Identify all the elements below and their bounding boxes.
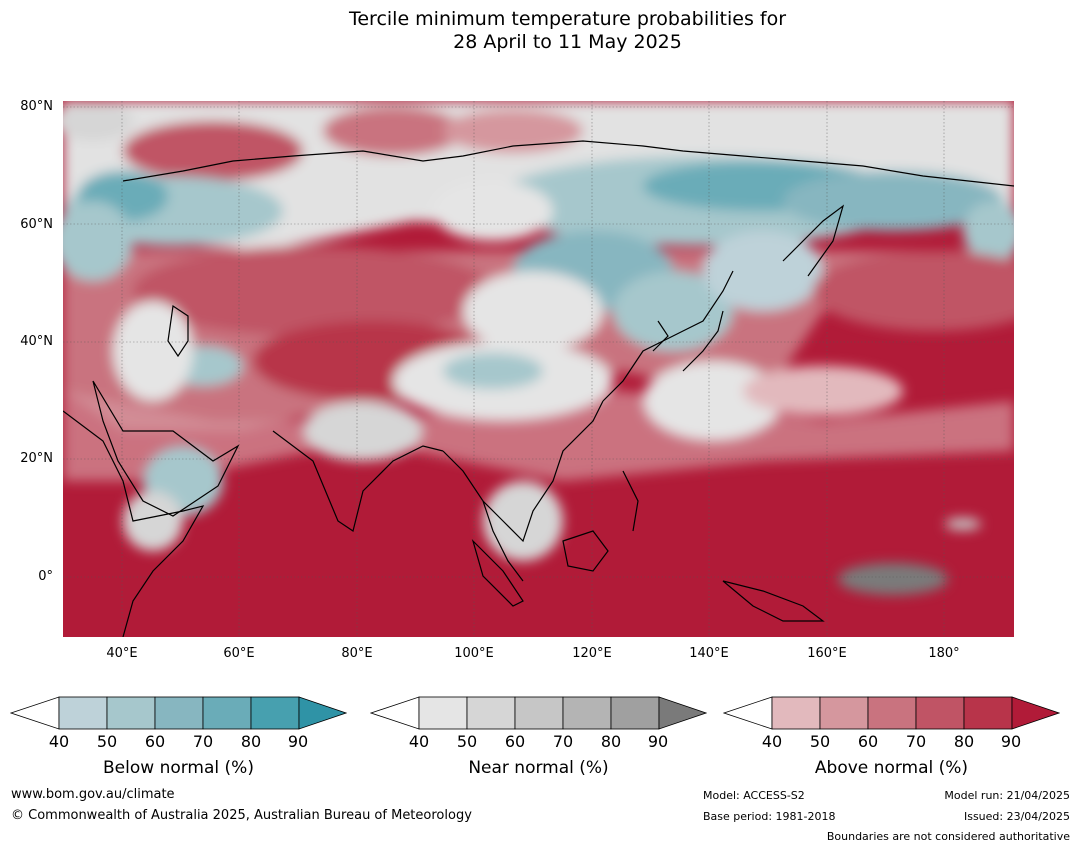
title-line-1: Tercile minimum temperature probabilitie…	[348, 8, 787, 30]
footer-model: Model: ACCESS-S2	[703, 789, 805, 802]
tick-near-60: 60	[504, 732, 526, 751]
colorbar-extend-low	[723, 696, 773, 730]
tick-above-80: 80	[953, 732, 975, 751]
tick-near-80: 80	[600, 732, 622, 751]
colorbar-segment	[58, 696, 108, 730]
probability-fields	[63, 101, 1014, 595]
graticule	[63, 101, 1014, 637]
tick-near-90: 90	[647, 732, 669, 751]
lon-label-160e: 160°E	[807, 646, 847, 661]
lat-label-20n: 20°N	[20, 451, 53, 466]
tick-near-70: 70	[552, 732, 574, 751]
colorbar-segment	[819, 696, 869, 730]
tick-above-70: 70	[905, 732, 927, 751]
colorbar-segment	[963, 696, 1013, 730]
colorbar-segment	[771, 696, 821, 730]
tick-above-60: 60	[857, 732, 879, 751]
colorbar-segment	[562, 696, 612, 730]
colorbar-near-normal	[370, 696, 707, 730]
lat-label-0: 0°	[38, 569, 53, 584]
footer-copyright: © Commonwealth of Australia 2025, Austra…	[11, 808, 472, 823]
tick-above-90: 90	[1000, 732, 1022, 751]
tick-above-50: 50	[809, 732, 831, 751]
title-line-2: 28 April to 11 May 2025	[453, 31, 682, 53]
colorbar-segment	[154, 696, 204, 730]
colorbar-segment	[514, 696, 564, 730]
colorbar-title-above: Above normal (%)	[814, 758, 969, 778]
map-title: Tercile minimum temperature probabilitie…	[0, 8, 1081, 54]
tick-near-50: 50	[456, 732, 478, 751]
lon-label-80e: 80°E	[341, 646, 373, 661]
footer-website: www.bom.gov.au/climate	[11, 787, 175, 802]
probability-map	[63, 101, 1014, 637]
colorbar-extend-low	[370, 696, 420, 730]
map-canvas	[63, 101, 1014, 637]
colorbar-segment	[867, 696, 917, 730]
lon-label-180: 180°	[928, 646, 960, 661]
colorbar-segment	[610, 696, 660, 730]
colorbar-segment	[202, 696, 252, 730]
tick-below-50: 50	[96, 732, 118, 751]
coastlines	[63, 140, 1014, 637]
tick-above-40: 40	[761, 732, 783, 751]
footer-model-run: Model run: 21/04/2025	[944, 789, 1070, 802]
colorbar-segment	[915, 696, 965, 730]
colorbar-segment	[106, 696, 156, 730]
colorbar-extend-low	[10, 696, 60, 730]
tick-below-70: 70	[192, 732, 214, 751]
tick-near-40: 40	[408, 732, 430, 751]
colorbar-segment	[418, 696, 468, 730]
colorbar-title-below: Below normal (%)	[103, 758, 254, 778]
lat-label-80n: 80°N	[20, 99, 53, 114]
lat-label-40n: 40°N	[20, 334, 53, 349]
colorbar-segment	[250, 696, 300, 730]
lon-label-100e: 100°E	[454, 646, 494, 661]
lon-label-40e: 40°E	[106, 646, 138, 661]
lon-label-120e: 120°E	[572, 646, 612, 661]
colorbar-below-normal	[10, 696, 347, 730]
colorbar-extend-high	[298, 696, 347, 730]
lat-label-60n: 60°N	[20, 217, 53, 232]
lon-label-60e: 60°E	[223, 646, 255, 661]
tick-below-90: 90	[287, 732, 309, 751]
colorbar-extend-high	[658, 696, 707, 730]
tick-below-60: 60	[144, 732, 166, 751]
lon-label-140e: 140°E	[689, 646, 729, 661]
tick-below-40: 40	[48, 732, 70, 751]
colorbar-above-normal	[723, 696, 1060, 730]
footer-base-period: Base period: 1981-2018	[703, 810, 836, 823]
tick-below-80: 80	[240, 732, 262, 751]
colorbar-extend-high	[1011, 696, 1060, 730]
footer-disclaimer: Boundaries are not considered authoritat…	[826, 830, 1070, 843]
colorbar-segment	[466, 696, 516, 730]
colorbar-title-near: Near normal (%)	[468, 758, 609, 778]
footer-issued: Issued: 23/04/2025	[963, 810, 1070, 823]
